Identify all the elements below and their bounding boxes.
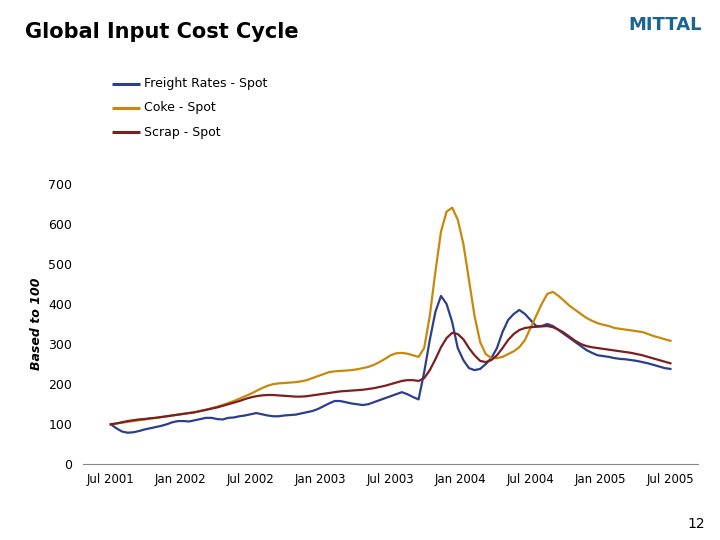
Text: New capacity taking effect: New capacity taking effect <box>226 517 447 532</box>
Text: Coke - Spot: Coke - Spot <box>144 102 216 114</box>
Y-axis label: Based to 100: Based to 100 <box>30 278 42 370</box>
Text: Scrap - Spot: Scrap - Spot <box>144 126 220 139</box>
Text: MITTAL: MITTAL <box>629 16 702 34</box>
Text: Freight Rates - Spot: Freight Rates - Spot <box>144 77 267 90</box>
Text: Global Input Cost Cycle: Global Input Cost Cycle <box>25 22 299 42</box>
Text: 12: 12 <box>688 517 706 531</box>
